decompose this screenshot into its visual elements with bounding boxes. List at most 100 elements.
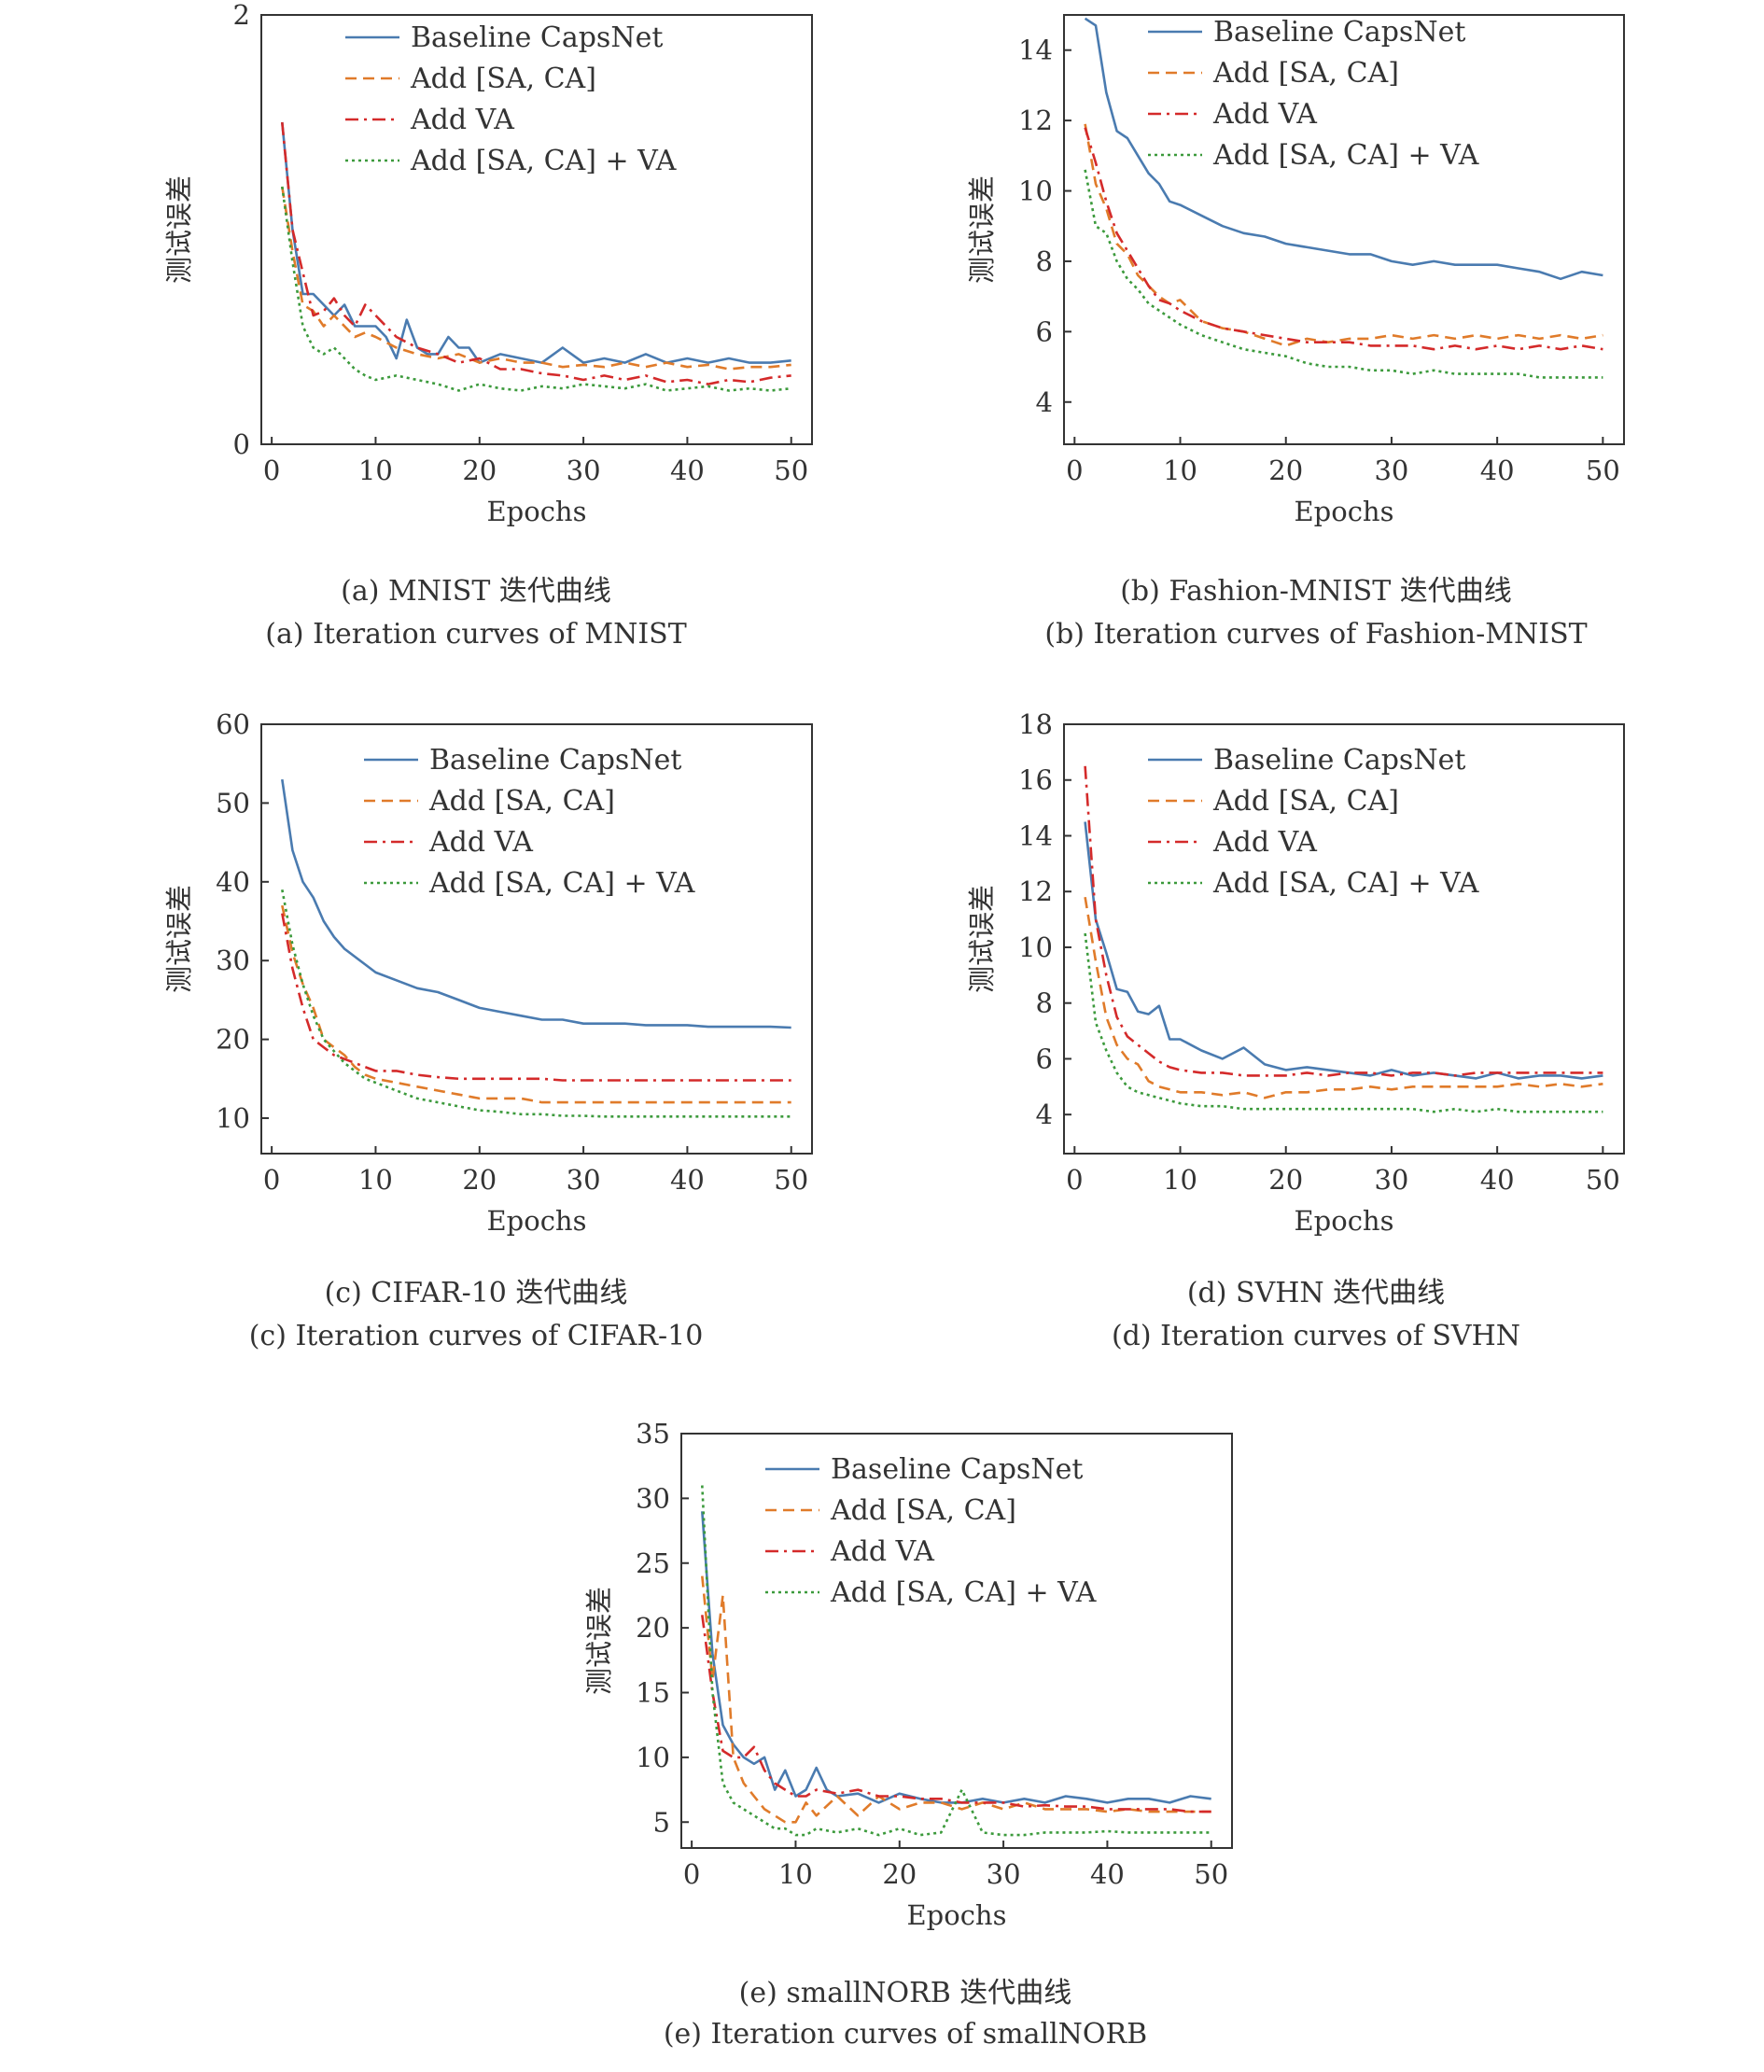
legend-label: Add [SA, CA] + VA [830, 1576, 1097, 1609]
x-axis-label: Epochs [1295, 1205, 1394, 1237]
panel-d: 0 10 20 30 40 50 4 6 8 10 12 14 16 18 Epochs 测试误差 Baseli… [915, 708, 1717, 1363]
x-tick-label: 10 [358, 1164, 393, 1196]
legend-label: Add [SA, CA] [1212, 785, 1399, 818]
series-line-baseline [701, 1511, 1211, 1804]
legend-label: Baseline CapsNet [831, 1453, 1083, 1486]
x-tick-label: 50 [1194, 1858, 1228, 1890]
x-tick-label: 0 [263, 1164, 280, 1196]
chart-b: 0 10 20 30 40 50 4 6 8 10 12 14 Epochs 测试误差 Baseline C… [966, 14, 1625, 527]
y-tick-label: 35 [636, 1418, 670, 1449]
x-tick-label: 50 [1586, 1164, 1620, 1196]
legend-label: Baseline CapsNet [1213, 16, 1465, 49]
y-tick-label: 25 [636, 1547, 670, 1579]
series-line-sa-ca [281, 186, 791, 371]
y-tick-label: 12 [1018, 105, 1053, 136]
y-tick-label: 2 [233, 0, 250, 31]
x-axis-label: Epochs [907, 1899, 1007, 1931]
series-line-sa-ca [281, 904, 791, 1104]
y-tick-label: 14 [1018, 35, 1053, 66]
x-tick-label: 30 [1374, 1164, 1408, 1196]
panel-a: 0 10 20 30 40 50 0 2 Epochs 测试误差 Baseline CapsNet A… [112, 0, 840, 672]
x-tick-label: 40 [670, 455, 705, 486]
y-axis-label: 测试误差 [163, 885, 195, 993]
y-axis-label: 测试误差 [966, 885, 998, 993]
y-tick-label: 10 [1018, 175, 1053, 207]
x-tick-label: 50 [774, 455, 808, 486]
legend-label: Add VA [1212, 98, 1317, 131]
legend-label: Add [SA, CA] + VA [1212, 867, 1479, 900]
x-tick-label: 20 [462, 1164, 497, 1196]
series-line-baseline [1084, 17, 1603, 281]
y-tick-label: 50 [216, 787, 250, 819]
x-tick-label: 40 [1090, 1858, 1125, 1890]
series-line-va [281, 913, 791, 1082]
x-tick-label: 40 [1480, 1164, 1515, 1196]
x-tick-label: 30 [1374, 455, 1408, 486]
x-tick-label: 0 [1066, 455, 1083, 486]
panel-b: 0 10 20 30 40 50 4 6 8 10 12 14 Epochs 测试误差 Baseline C… [915, 0, 1717, 672]
x-axis-label: Epochs [1295, 496, 1394, 527]
y-axis-label: 测试误差 [583, 1587, 615, 1695]
series-line-sa-ca-va [1084, 169, 1603, 379]
series-line-baseline [281, 778, 791, 1029]
x-tick-label: 30 [987, 1858, 1021, 1890]
x-tick-label: 0 [263, 455, 280, 486]
y-tick-label: 30 [216, 945, 250, 976]
x-axis-label: Epochs [487, 1205, 587, 1237]
chart-a: 0 10 20 30 40 50 0 2 Epochs 测试误差 Baseline CapsNet A… [163, 0, 813, 527]
x-tick-label: 50 [1586, 455, 1620, 486]
chart-e: 0 10 20 30 40 50 5 10 15 20 25 30 35 Epochs 测试误差 Baseli… [583, 1418, 1233, 1931]
chart-d: 0 10 20 30 40 50 4 6 8 10 12 14 16 18 Epochs 测试误差 Baseli… [966, 708, 1625, 1237]
series-line-baseline [1084, 821, 1603, 1080]
y-tick-label: 30 [636, 1482, 670, 1514]
y-tick-label: 8 [1036, 987, 1053, 1019]
caption-cn-a: (a) MNIST 迭代曲线 [341, 575, 611, 608]
y-tick-label: 20 [216, 1024, 250, 1056]
plot-frame [1063, 723, 1625, 1155]
y-tick-label: 10 [216, 1102, 250, 1134]
series-line-sa-ca [701, 1575, 1211, 1824]
panel-e: 0 10 20 30 40 50 5 10 15 20 25 30 35 Epochs 测试误差 Baseli… [523, 1418, 1288, 2072]
x-tick-label: 20 [1268, 1164, 1303, 1196]
y-tick-label: 12 [1018, 875, 1053, 907]
x-tick-label: 0 [683, 1858, 700, 1890]
legend-label: Add [SA, CA] [1212, 57, 1399, 90]
legend-label: Add VA [830, 1535, 934, 1568]
caption-en-a: (a) Iteration curves of MNIST [265, 618, 687, 651]
panel-c: 0 10 20 30 40 50 10 20 30 40 50 60 Epochs 测试误差 Baselin… [112, 708, 840, 1363]
x-tick-label: 10 [778, 1858, 813, 1890]
caption-cn-c: (c) CIFAR-10 迭代曲线 [324, 1277, 628, 1309]
legend-label: Add VA [428, 826, 533, 859]
y-tick-label: 6 [1036, 315, 1053, 347]
x-tick-label: 20 [462, 455, 497, 486]
legend-label: Baseline CapsNet [1213, 744, 1465, 777]
legend-label: Add VA [410, 104, 514, 136]
legend-label: Add [SA, CA] [830, 1494, 1016, 1527]
legend-label: Add [SA, CA] + VA [428, 867, 695, 900]
caption-en-b: (b) Iteration curves of Fashion-MNIST [1044, 618, 1588, 651]
series-line-sa-ca-va [281, 186, 791, 392]
caption-en-c: (c) Iteration curves of CIFAR-10 [248, 1320, 704, 1352]
x-tick-label: 40 [1480, 455, 1515, 486]
x-tick-label: 10 [1163, 1164, 1197, 1196]
y-tick-label: 10 [636, 1742, 670, 1773]
caption-cn-d: (d) SVHN 迭代曲线 [1186, 1277, 1446, 1309]
legend-label: Add [SA, CA] [428, 785, 615, 818]
x-tick-label: 10 [358, 455, 393, 486]
caption-cn-e: (e) smallNORB 迭代曲线 [738, 1977, 1072, 2009]
x-tick-label: 50 [774, 1164, 808, 1196]
caption-en-d: (d) Iteration curves of SVHN [1111, 1320, 1521, 1352]
series-line-sa-ca-va [281, 889, 791, 1118]
series-line-va [1084, 765, 1603, 1077]
y-tick-label: 5 [653, 1806, 670, 1838]
legend-label: Baseline CapsNet [411, 21, 663, 54]
x-tick-label: 0 [1066, 1164, 1083, 1196]
x-tick-label: 20 [882, 1858, 917, 1890]
y-tick-label: 10 [1018, 931, 1053, 963]
plot-frame [680, 1433, 1233, 1849]
y-tick-label: 6 [1036, 1043, 1053, 1074]
legend-label: Add [SA, CA] [410, 63, 596, 95]
y-tick-label: 15 [636, 1677, 670, 1709]
legend-label: Add VA [1212, 826, 1317, 859]
chart-c: 0 10 20 30 40 50 10 20 30 40 50 60 Epochs 测试误差 Baselin… [163, 708, 813, 1237]
